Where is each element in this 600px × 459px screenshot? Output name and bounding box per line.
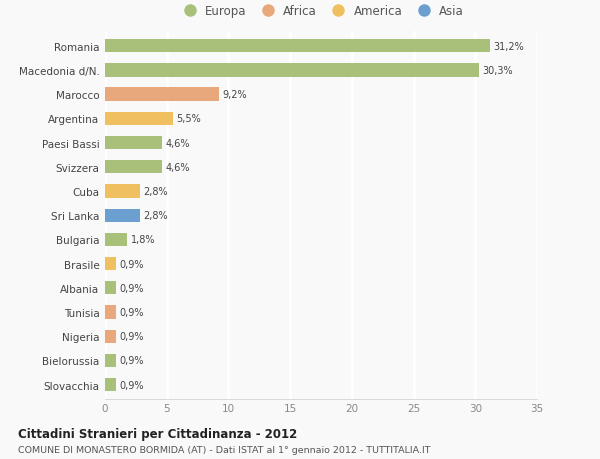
Bar: [105, 378, 116, 392]
Bar: [105, 306, 116, 319]
Text: 0,9%: 0,9%: [120, 259, 145, 269]
Bar: [105, 209, 140, 222]
Text: 4,6%: 4,6%: [166, 162, 190, 173]
Text: 9,2%: 9,2%: [222, 90, 247, 100]
Text: 30,3%: 30,3%: [482, 66, 514, 76]
Text: 2,8%: 2,8%: [143, 211, 168, 221]
Text: 0,9%: 0,9%: [120, 308, 145, 317]
Text: 2,8%: 2,8%: [143, 186, 168, 196]
Bar: [105, 185, 140, 198]
Text: 0,9%: 0,9%: [120, 356, 145, 366]
Text: 0,9%: 0,9%: [120, 283, 145, 293]
Bar: [105, 233, 127, 246]
Bar: [105, 112, 173, 126]
Bar: [105, 64, 479, 78]
Text: COMUNE DI MONASTERO BORMIDA (AT) - Dati ISTAT al 1° gennaio 2012 - TUTTITALIA.IT: COMUNE DI MONASTERO BORMIDA (AT) - Dati …: [18, 445, 431, 454]
Text: 0,9%: 0,9%: [120, 331, 145, 341]
Text: 1,8%: 1,8%: [131, 235, 155, 245]
Text: 5,5%: 5,5%: [176, 114, 202, 124]
Bar: [105, 40, 490, 53]
Text: 4,6%: 4,6%: [166, 138, 190, 148]
Text: Cittadini Stranieri per Cittadinanza - 2012: Cittadini Stranieri per Cittadinanza - 2…: [18, 427, 297, 440]
Bar: [105, 281, 116, 295]
Bar: [105, 257, 116, 271]
Bar: [105, 88, 218, 101]
Text: 0,9%: 0,9%: [120, 380, 145, 390]
Bar: [105, 137, 162, 150]
Bar: [105, 354, 116, 367]
Text: 31,2%: 31,2%: [494, 42, 524, 51]
Legend: Europa, Africa, America, Asia: Europa, Africa, America, Asia: [173, 0, 469, 22]
Bar: [105, 330, 116, 343]
Bar: [105, 161, 162, 174]
